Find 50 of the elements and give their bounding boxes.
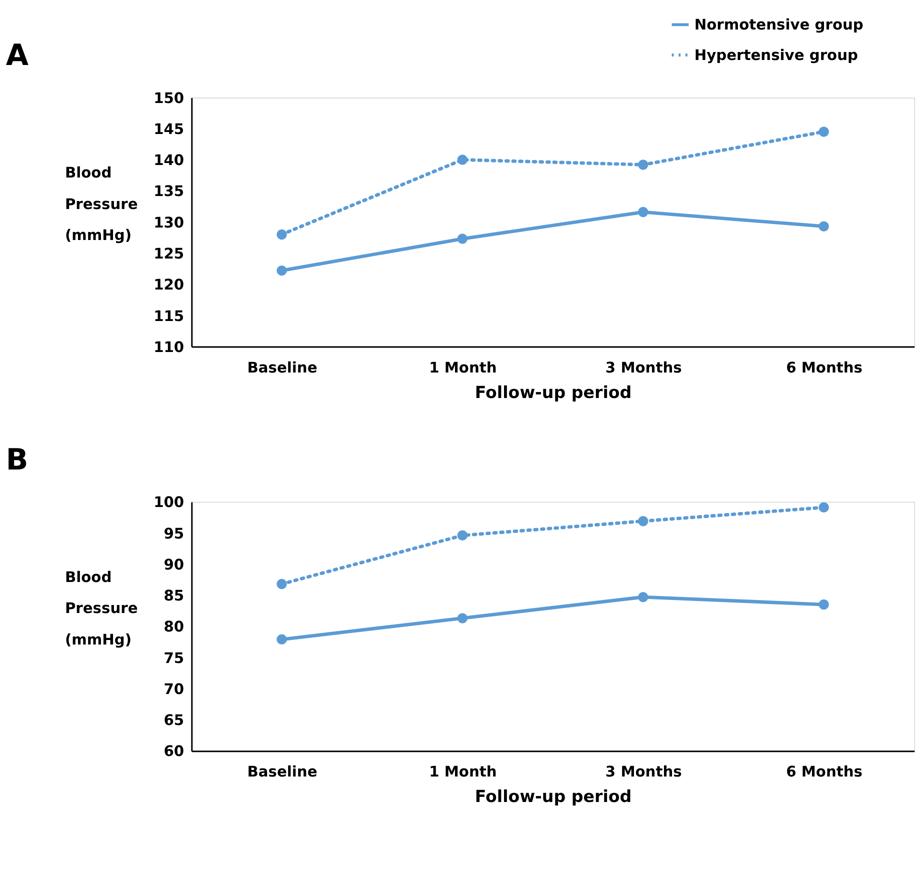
point <box>818 599 829 610</box>
point <box>638 206 648 218</box>
point <box>818 502 829 513</box>
y-tick-label: 60 <box>164 743 184 760</box>
point <box>818 126 829 137</box>
legend-label: Normotensive group <box>694 16 864 34</box>
y-tick-label: 125 <box>154 246 184 262</box>
y-tick-label: 120 <box>154 276 184 294</box>
y-tick-label: 90 <box>164 556 184 574</box>
legend-label: Hypertensive group <box>694 46 858 64</box>
y-axis-title: Blood Pressure (mmHg) <box>64 568 138 648</box>
y-axis-title: Blood Pressure (mmHg) <box>64 164 138 244</box>
point <box>276 229 287 240</box>
point <box>638 516 648 526</box>
chart-title: A <box>6 38 29 72</box>
x-axis-title: Follow-up period <box>474 787 632 806</box>
y-tick-label: 85 <box>164 588 184 605</box>
x-tick-label: 6 Months <box>786 359 863 376</box>
y-tick-label: 150 <box>154 90 184 107</box>
point <box>276 265 287 276</box>
x-tick-label: Baseline <box>247 764 318 781</box>
point <box>638 592 648 602</box>
y-tick-label: 130 <box>154 214 184 232</box>
y-tick-label: 145 <box>154 120 184 138</box>
point <box>457 234 468 244</box>
point <box>457 613 468 624</box>
point <box>638 160 648 170</box>
y-tick-label: 95 <box>164 525 184 542</box>
y-tick-label: 65 <box>164 712 184 730</box>
x-tick-label: 6 Months <box>786 764 863 781</box>
chart-title: B <box>6 442 28 477</box>
point <box>457 154 468 165</box>
x-tick-label: 3 Months <box>605 764 682 781</box>
point <box>457 530 468 541</box>
x-tick-label: 3 Months <box>605 359 682 376</box>
y-tick-label: 100 <box>154 494 184 512</box>
y-tick-label: 135 <box>154 183 184 200</box>
y-tick-label: 75 <box>164 650 184 667</box>
x-axis-title: Follow-up period <box>474 382 632 402</box>
point <box>276 634 287 645</box>
y-tick-label: 115 <box>154 308 184 325</box>
x-tick-label: Baseline <box>247 359 318 376</box>
y-tick-label: 80 <box>164 618 184 636</box>
x-tick-label: 1 Month <box>429 764 497 781</box>
x-tick-label: 1 Month <box>429 359 497 376</box>
y-tick-label: 110 <box>154 338 184 356</box>
point <box>276 578 287 590</box>
point <box>818 221 829 232</box>
y-tick-label: 70 <box>164 680 184 698</box>
y-tick-label: 140 <box>154 152 184 170</box>
